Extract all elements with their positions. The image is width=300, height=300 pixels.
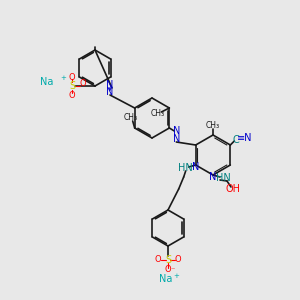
Text: S: S (165, 255, 171, 265)
Text: O: O (69, 73, 75, 82)
Text: CH₃: CH₃ (150, 110, 164, 118)
Text: ⁻: ⁻ (171, 266, 175, 274)
Text: +: + (173, 273, 179, 279)
Text: N: N (172, 134, 180, 144)
Text: O: O (175, 256, 181, 265)
Text: N: N (209, 172, 217, 182)
Text: Na: Na (40, 77, 53, 87)
Text: N: N (106, 87, 114, 97)
Text: ≡N: ≡N (237, 133, 252, 143)
Text: O: O (165, 266, 171, 274)
Text: S: S (69, 81, 75, 91)
Text: CH₃: CH₃ (124, 113, 138, 122)
Text: N: N (172, 126, 180, 136)
Text: O: O (155, 256, 161, 265)
Text: HN: HN (216, 173, 230, 183)
Text: N: N (192, 162, 200, 172)
Text: CH₃: CH₃ (206, 122, 220, 130)
Text: N: N (106, 80, 114, 90)
Text: Na: Na (159, 274, 173, 284)
Text: HN: HN (178, 163, 193, 173)
Text: OH: OH (226, 184, 241, 194)
Text: O: O (69, 91, 75, 100)
Text: C: C (233, 135, 240, 145)
Text: O: O (80, 80, 86, 88)
Text: +: + (60, 75, 66, 81)
